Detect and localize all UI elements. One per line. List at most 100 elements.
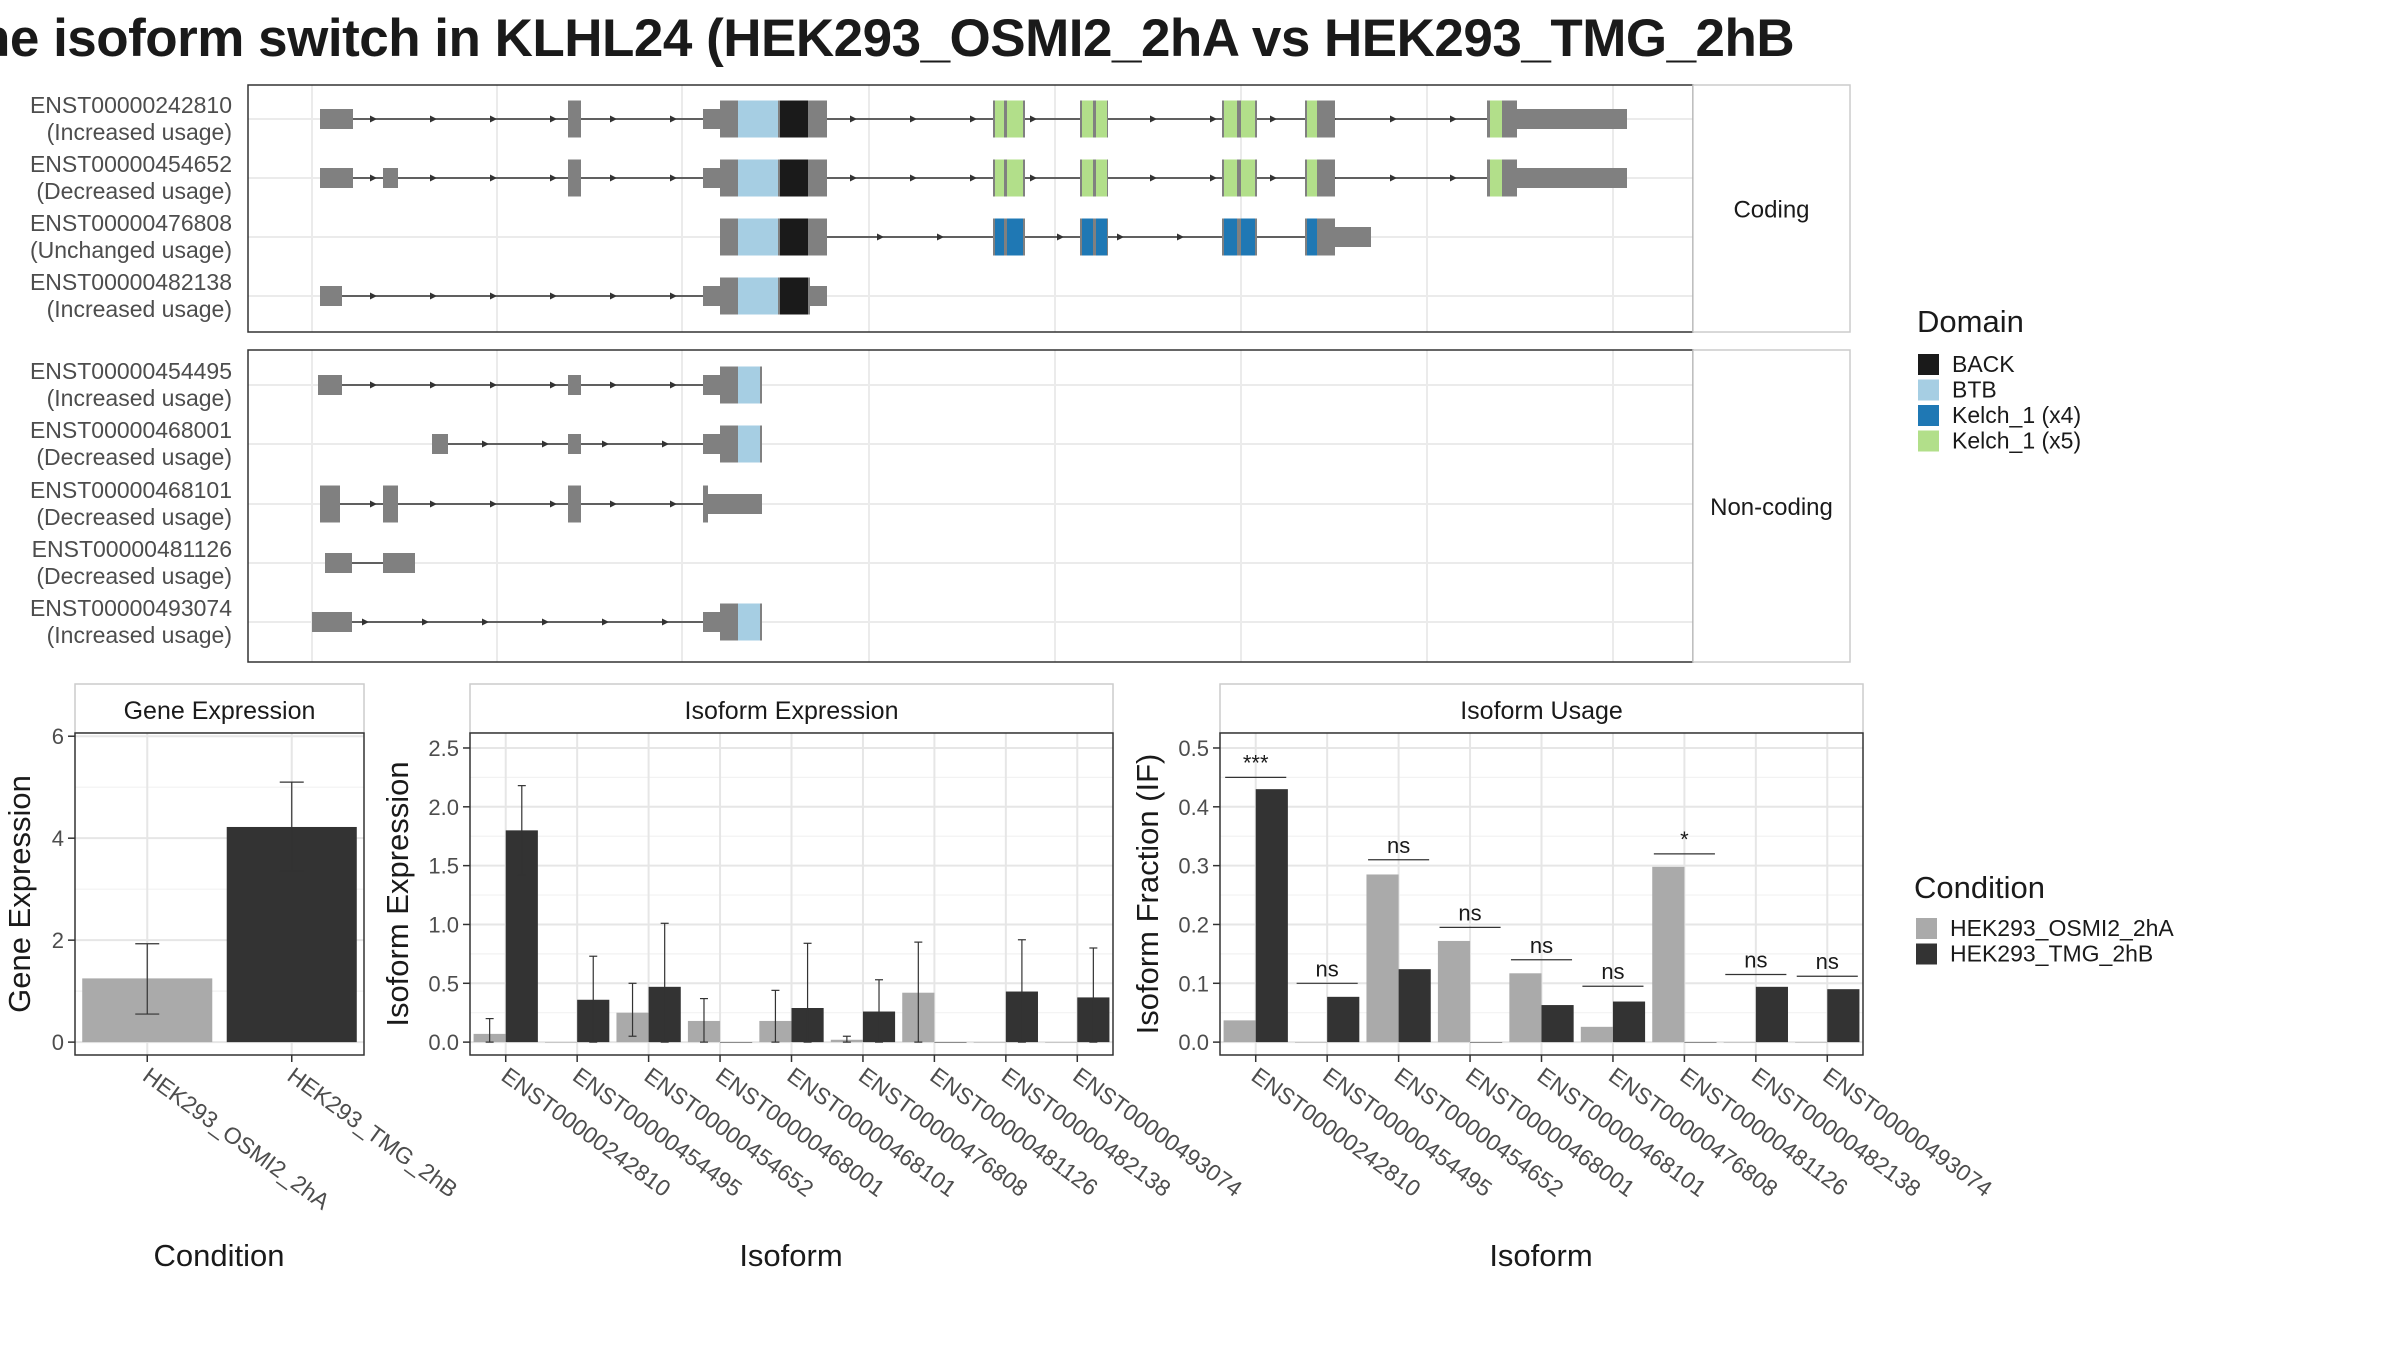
y-axis-title: Gene Expression [2,775,37,1013]
figure-title: he isoform switch in KLHL24 (HEK293_OSMI… [0,8,1880,69]
strand-arrow [1450,174,1457,182]
utr-exon [708,494,762,514]
domain-legend-label: Kelch_1 (x5) [1952,428,2081,454]
x-axis-title: Isoform [1489,1238,1592,1273]
strand-arrow [1030,174,1037,182]
utr-exon [703,612,720,632]
domain-region [780,159,808,197]
strand-arrow [542,618,549,626]
domain-legend-label: Kelch_1 (x4) [1952,402,2081,428]
y-tick-label: 1.0 [428,912,459,937]
coding-exon [810,159,827,197]
transcript-panel-bg [248,85,1693,332]
strand-arrow [610,115,617,123]
domain-region [1307,100,1317,138]
coding-exon [720,218,738,256]
y-tick-label: 2.0 [428,795,459,820]
y-tick-label: 0.0 [1178,1030,1209,1055]
coding-exon [720,100,738,138]
y-tick-label: 0.5 [1178,736,1209,761]
domain-region [738,425,760,463]
transcript-usage-label: (Increased usage) [47,385,232,411]
strand-arrow [1210,115,1217,123]
condition-legend-label: HEK293_OSMI2_2hA [1950,915,2174,941]
domain-region [738,277,778,315]
utr-exon [320,168,353,188]
domain-region [995,218,1004,256]
strand-arrow [370,174,377,182]
strand-arrow [430,500,437,508]
strand-arrow [370,292,377,300]
strand-arrow [662,618,669,626]
transcript-id-label: ENST00000242810 [30,92,232,118]
domain-region [1224,100,1237,138]
coding-exon [703,485,708,523]
bar [1795,1042,1828,1043]
panel-title: Isoform Expression [685,697,899,725]
significance-label: ns [1458,900,1481,925]
transcript-id-label: ENST00000454495 [30,358,232,384]
domain-region [1082,100,1093,138]
y-tick-label: 1.5 [428,854,459,879]
utr-exon [568,434,581,454]
bar [1509,973,1542,1043]
coding-exon [720,159,738,197]
coding-exon [720,366,738,404]
bar [1541,1005,1574,1043]
transcript-id-label: ENST00000454652 [30,151,232,177]
coding-exon [720,603,738,641]
utr-exon [383,168,398,188]
utr-exon [325,553,352,573]
bar [1684,1042,1717,1043]
significance-label: ns [1387,833,1410,858]
y-tick-label: 0.4 [1178,795,1209,820]
strand-arrow [1390,115,1397,123]
strand-arrow [1117,233,1124,241]
domain-legend-swatch [1918,405,1939,426]
strand-arrow [1390,174,1397,182]
utr-exon [810,286,827,306]
y-tick-label: 0.3 [1178,854,1209,879]
coding-exon [810,218,827,256]
utr-exon [383,553,415,573]
strand-arrow [490,174,497,182]
strand-arrow [610,174,617,182]
strand-arrow [850,174,857,182]
bar [545,1042,578,1043]
coding-exon [810,100,827,138]
strand-arrow [910,174,917,182]
domain-legend-title: Domain [1917,304,2024,339]
strand-arrow [610,500,617,508]
facet-strip [1692,84,1851,333]
bar [1366,874,1399,1043]
domain-region [1007,218,1023,256]
bar [973,1042,1006,1043]
strand-arrow [542,440,549,448]
strand-arrow [670,174,677,182]
domain-region [1241,218,1255,256]
transcript-usage-label: (Unchanged usage) [30,237,232,263]
domain-legend-label: BTB [1952,377,1997,403]
condition-legend-swatch [1916,918,1937,939]
domain-region [738,603,760,641]
utr-exon [703,286,720,306]
domain-region [1241,100,1255,138]
strand-arrow [1177,233,1184,241]
domain-region [1096,159,1107,197]
strand-arrow [1150,174,1157,182]
domain-region [1490,159,1502,197]
y-tick-label: 0.0 [428,1030,459,1055]
y-tick-label: 0.1 [1178,971,1209,996]
y-tick-label: 6 [52,724,64,749]
panel-title-strip [469,683,1114,734]
transcript-usage-label: (Decreased usage) [36,178,232,204]
bar [1652,866,1685,1043]
utr-exon [703,375,720,395]
transcript-usage-label: (Decreased usage) [36,504,232,530]
strand-arrow [1270,115,1277,123]
strand-arrow [877,233,884,241]
strand-arrow [1450,115,1457,123]
domain-legend-swatch [1918,379,1939,401]
coding-exon [720,425,738,463]
strand-arrow [422,618,429,626]
